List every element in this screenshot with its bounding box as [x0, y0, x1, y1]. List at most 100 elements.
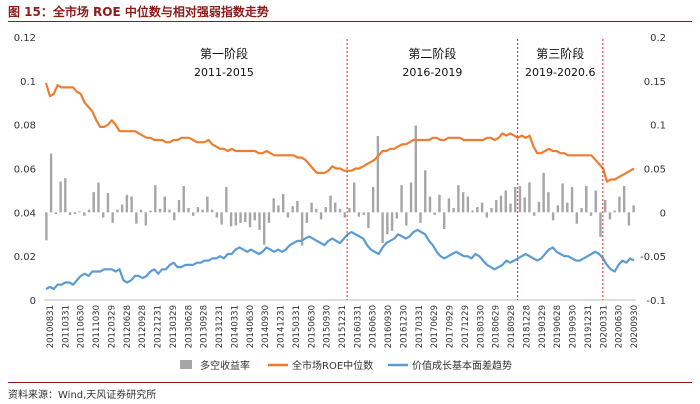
x-tick-label: 20180330 [476, 305, 486, 348]
long-short-return-bar [68, 212, 72, 215]
long-short-return-bar [532, 212, 536, 216]
long-short-return-bar [73, 212, 76, 215]
long-short-return-bar [191, 212, 195, 216]
x-tick-label: 20141231 [277, 305, 287, 348]
long-short-return-bar [405, 212, 408, 226]
x-tick-label: 20120628 [123, 305, 133, 348]
x-tick-label: 20190628 [553, 305, 563, 348]
long-short-return-bar [154, 185, 157, 213]
long-short-return-bar [45, 212, 48, 241]
long-short-return-bar [135, 212, 138, 224]
x-tick-label: 20170929 [446, 305, 456, 348]
long-short-return-bar [551, 212, 555, 221]
x-tick-label: 20151231 [338, 305, 348, 348]
long-short-return-bar [168, 209, 171, 213]
long-short-return-bar [386, 212, 389, 235]
x-tick-label: 20130928 [200, 305, 210, 348]
x-tick-label: 20111030 [92, 305, 102, 348]
long-short-return-bar [585, 186, 588, 213]
long-short-return-bar [376, 136, 380, 213]
x-tick-label: 20120928 [138, 305, 148, 348]
long-short-return-bar [206, 196, 209, 213]
long-short-return-bar [367, 212, 370, 229]
title-rule [8, 21, 692, 22]
left-axis-tick-label: 0.1 [20, 77, 36, 88]
long-short-return-bar [343, 212, 346, 218]
long-short-return-bar [395, 212, 399, 219]
x-tick-label: 20150331 [292, 305, 302, 348]
long-short-return-bar [499, 195, 503, 213]
long-short-return-bar [305, 212, 309, 223]
long-short-return-bar [480, 202, 484, 213]
x-tick-label: 20180928 [507, 305, 517, 348]
long-short-return-bar [267, 212, 271, 223]
long-short-return-bar [225, 186, 228, 213]
long-short-return-bar [433, 212, 436, 215]
long-short-return-bar [220, 212, 223, 225]
x-tick-label: 20200331 [599, 305, 609, 348]
long-short-return-bar [49, 153, 53, 213]
long-short-return-bar [59, 181, 62, 213]
long-short-return-bar [570, 186, 574, 213]
x-tick-label: 20160630 [369, 305, 379, 348]
x-tick-label: 20190930 [569, 305, 579, 348]
figure-title: 图 15：全市场 ROE 中位数与相对强弱指数走势 [8, 5, 269, 19]
long-short-return-bar [272, 198, 275, 213]
long-short-return-bar [438, 194, 441, 213]
long-short-return-bar [258, 212, 261, 230]
long-short-return-bar [102, 212, 105, 218]
left-axis-tick-label: 0.06 [14, 165, 36, 176]
long-short-return-bar [248, 212, 252, 228]
long-short-return-bar [457, 185, 460, 213]
long-short-return-bar [130, 196, 133, 213]
long-short-return-bar [608, 212, 612, 220]
long-short-return-bar [357, 212, 361, 217]
x-tick-label: 20150630 [307, 305, 317, 348]
long-short-return-bar [182, 186, 185, 213]
long-short-return-bar [116, 209, 119, 213]
long-short-return-bar [428, 196, 432, 213]
long-short-return-bar [92, 192, 95, 213]
long-short-return-bar [163, 196, 166, 213]
long-short-return-bar [201, 209, 204, 213]
long-short-return-bar [296, 200, 299, 213]
long-short-return-bar [627, 212, 631, 226]
x-tick-label: 20180629 [492, 305, 502, 348]
legend-label: 多空收益率 [200, 359, 250, 372]
left-axis-tick-label: 0.02 [14, 252, 36, 263]
long-short-return-bar [381, 212, 384, 244]
long-short-return-bar [83, 212, 86, 216]
long-short-return-bar [452, 207, 455, 213]
long-short-return-bar [277, 205, 280, 213]
long-short-return-bar [291, 206, 294, 213]
x-tick-label: 20110331 [61, 305, 71, 348]
long-short-return-bar [78, 211, 81, 213]
long-short-return-bar [447, 198, 451, 213]
long-short-return-bar [504, 190, 507, 213]
long-short-return-bar [173, 212, 176, 221]
right-axis-tick-label: -0.1 [646, 296, 666, 307]
long-short-return-bar [371, 186, 375, 213]
long-short-return-bar [234, 212, 238, 226]
phase-name: 第一阶段 [200, 46, 248, 61]
long-short-return-bar [442, 212, 446, 229]
x-tick-label: 20150930 [323, 305, 333, 348]
long-short-return-bar [187, 207, 190, 213]
value-growth-trend-line [45, 228, 635, 291]
long-short-return-bar [580, 207, 583, 213]
long-short-return-bar [509, 203, 512, 213]
x-tick-label: 20140930 [261, 305, 271, 348]
long-short-return-bar [424, 170, 427, 213]
x-tick-label: 20130329 [169, 305, 179, 348]
phase-name: 第二阶段 [408, 46, 456, 61]
long-short-return-bar [414, 125, 417, 213]
legend-label: 全市场ROE中位数 [292, 359, 373, 372]
long-short-return-bar [618, 196, 621, 213]
x-tick-label: 20171229 [461, 305, 471, 348]
right-axis-tick-label: 0 [660, 208, 666, 219]
phase-range: 2011-2015 [194, 66, 254, 79]
x-tick-label: 20161230 [400, 305, 410, 348]
x-tick-label: 20160930 [384, 305, 394, 348]
x-tick-label: 20190329 [538, 305, 548, 348]
